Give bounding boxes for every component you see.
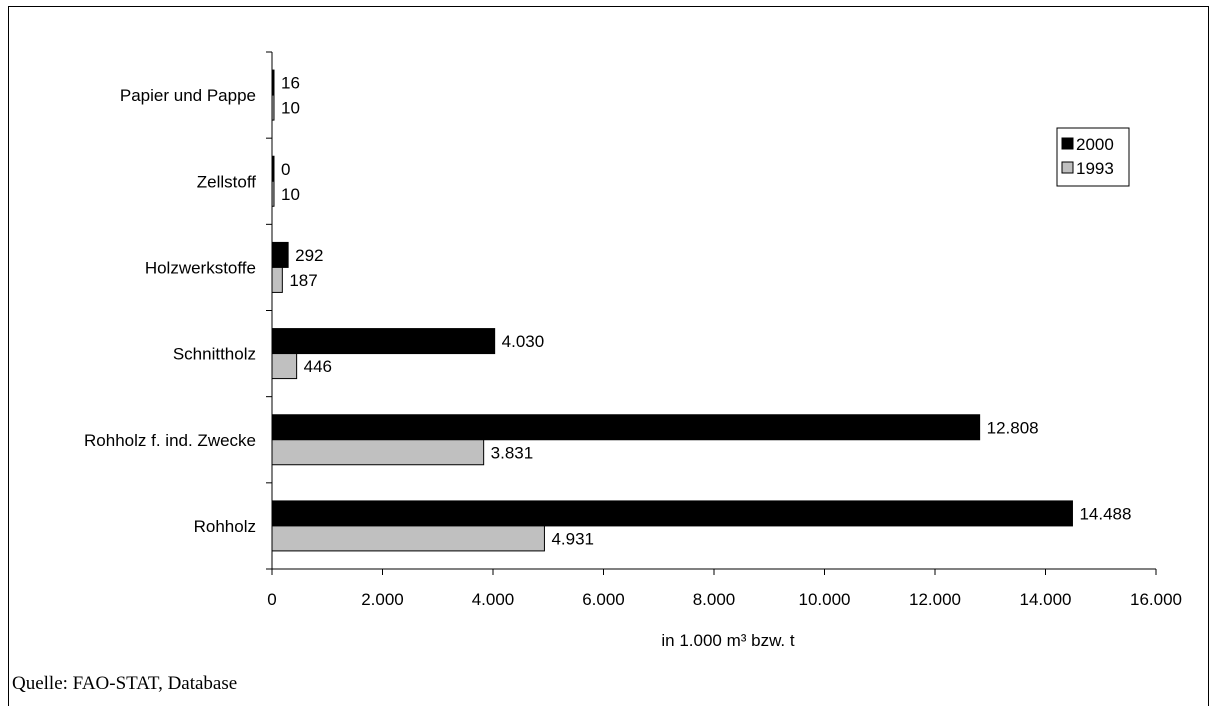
data-label-2000: 292 [295, 246, 323, 265]
data-label-1993: 4.931 [551, 529, 594, 548]
x-tick-label: 4.000 [472, 590, 515, 609]
data-label-1993: 10 [281, 185, 300, 204]
x-axis-title: in 1.000 m³ bzw. t [661, 631, 795, 650]
data-label-2000: 14.488 [1079, 504, 1131, 523]
bar-2000 [271, 328, 496, 355]
bar-1993 [271, 180, 275, 207]
legend-swatch [1061, 137, 1074, 150]
x-tick-label: 12.000 [909, 590, 961, 609]
axes: 0 2.000 4.000 6.000 8.000 10.000 12.000 14.000 1… [266, 51, 1182, 650]
bar-1993 [271, 266, 283, 293]
bar-1993 [271, 353, 298, 380]
data-label-1993: 446 [304, 357, 332, 376]
legend-label: 1993 [1076, 159, 1114, 178]
chart-frame [8, 6, 1209, 706]
x-tick-label: 2.000 [361, 590, 404, 609]
x-tick-label: 8.000 [693, 590, 736, 609]
source-note: Quelle: FAO-STAT, Database [12, 673, 238, 694]
data-label-1993: 3.831 [491, 443, 534, 462]
data-label-1993: 10 [281, 99, 300, 118]
data-label-2000: 0 [281, 160, 290, 179]
data-label-2000: 4.030 [502, 332, 545, 351]
x-tick-label: 14.000 [1020, 590, 1072, 609]
data-label-2000: 12.808 [987, 418, 1039, 437]
category-label: Schnittholz [173, 345, 256, 364]
legend-label: 2000 [1076, 135, 1114, 154]
bar-2000 [271, 241, 289, 268]
category-label: Papier und Pappe [120, 86, 256, 105]
x-tick-label: 16.000 [1130, 590, 1182, 609]
legend: 2000 1993 [1056, 127, 1130, 187]
bar-2000 [271, 500, 1073, 527]
x-tick-label: 6.000 [582, 590, 625, 609]
category-label: Rohholz [194, 517, 256, 536]
data-label-2000: 16 [281, 74, 300, 93]
bar-2000 [271, 155, 275, 182]
labels: Papier und Pappe 16 10 Zellstoff 0 10 Holzwerk… [84, 74, 1131, 549]
legend-swatch [1061, 161, 1074, 174]
data-label-1993: 187 [289, 271, 317, 290]
x-tick-label: 0 [267, 590, 276, 609]
bar-1993 [271, 525, 545, 552]
bar-2000 [271, 414, 981, 441]
bars [271, 69, 1073, 552]
bar-1993 [271, 439, 485, 466]
category-label: Rohholz f. ind. Zwecke [84, 431, 256, 450]
bar-2000 [271, 69, 275, 96]
category-label: Zellstoff [197, 172, 256, 191]
x-tick-label: 10.000 [799, 590, 851, 609]
bar-1993 [271, 94, 275, 121]
category-label: Holzwerkstoffe [145, 258, 256, 277]
